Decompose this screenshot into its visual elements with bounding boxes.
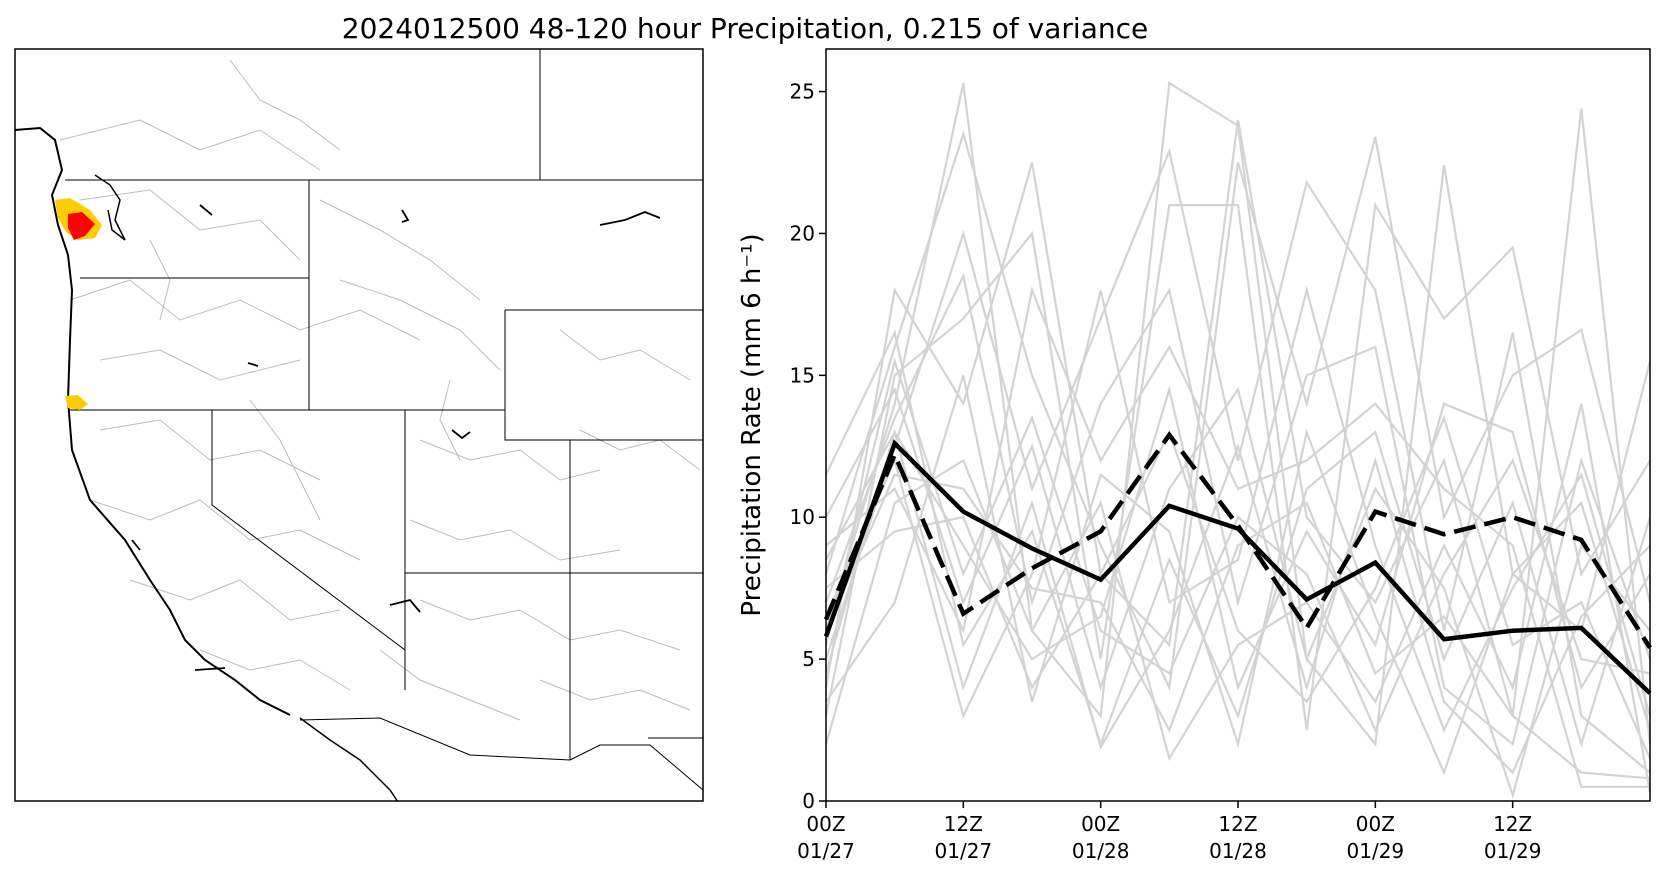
x-tick-label-4-date: 01/29 bbox=[1347, 839, 1405, 863]
ensemble-member-line-5 bbox=[824, 201, 1651, 731]
y-tick-label-0: 0 bbox=[802, 789, 815, 813]
map-panel bbox=[14, 48, 704, 802]
ensemble-member-lines bbox=[824, 81, 1652, 800]
x-tick-label-3-hour: 12Z bbox=[1218, 812, 1257, 836]
ensemble-member-line-16 bbox=[825, 429, 1651, 775]
y-axis: 0 5 10 15 20 25 bbox=[790, 80, 826, 813]
y-tick-label-5: 5 bbox=[802, 647, 815, 671]
ensemble-member-line-17 bbox=[824, 473, 1651, 780]
ensemble-member-line-13 bbox=[825, 414, 1652, 759]
x-tick-label-3-date: 01/28 bbox=[1209, 839, 1267, 863]
highlight-region-red bbox=[68, 212, 95, 240]
basin-boundaries bbox=[59, 59, 701, 721]
ensemble-member-line-7 bbox=[825, 286, 1650, 788]
ensemble-member-line-3 bbox=[824, 130, 1652, 692]
ensemble-member-line-15 bbox=[825, 374, 1652, 776]
ensemble-member-line-6 bbox=[824, 272, 1652, 747]
figure-title: 2024012500 48-120 hour Precipitation, 0.… bbox=[342, 12, 1148, 45]
plot-area bbox=[826, 49, 1650, 801]
x-tick-label-0-hour: 00Z bbox=[806, 812, 845, 836]
highlight-region-yellow-south bbox=[65, 395, 88, 410]
puget-sound bbox=[94, 174, 126, 241]
ensemble-member-line-12 bbox=[825, 329, 1652, 749]
x-tick-label-2-hour: 00Z bbox=[1081, 812, 1120, 836]
y-tick-label-20: 20 bbox=[790, 221, 815, 245]
ensemble-member-line-8 bbox=[824, 385, 1651, 691]
chart-panel: 0 5 10 15 20 25 00Z 01/27 12Z 01/27 00Z 01/28 12Z 01… bbox=[737, 48, 1652, 863]
x-tick-label-0-date: 01/27 bbox=[797, 839, 855, 863]
dashed-black-line bbox=[823, 431, 1652, 650]
lakes bbox=[131, 204, 661, 671]
x-tick-label-5-date: 01/29 bbox=[1484, 839, 1542, 863]
x-tick-label-2-date: 01/28 bbox=[1072, 839, 1130, 863]
ensemble-member-line-4 bbox=[824, 147, 1651, 774]
y-tick-label-10: 10 bbox=[790, 505, 815, 529]
x-axis: 00Z 01/27 12Z 01/27 00Z 01/28 12Z 01/28 00Z 01/29… bbox=[797, 801, 1541, 863]
ensemble-member-line-14 bbox=[824, 357, 1651, 733]
baja-coast bbox=[299, 717, 399, 801]
y-tick-label-25: 25 bbox=[790, 80, 815, 104]
highlight-lines bbox=[823, 431, 1652, 695]
ensemble-member-line-9 bbox=[824, 285, 1652, 733]
x-tick-label-4-hour: 00Z bbox=[1356, 812, 1395, 836]
coastline bbox=[15, 126, 291, 716]
map-frame bbox=[14, 48, 704, 802]
x-tick-label-1-date: 01/27 bbox=[935, 839, 993, 863]
state-borders bbox=[65, 49, 703, 791]
y-tick-label-15: 15 bbox=[790, 363, 815, 387]
ensemble-member-line-11 bbox=[824, 403, 1652, 793]
x-tick-label-1-hour: 12Z bbox=[944, 812, 983, 836]
y-axis-label: Precipitation Rate (mm 6 h⁻¹) bbox=[737, 233, 767, 616]
ensemble-member-line-10 bbox=[825, 386, 1651, 800]
x-tick-label-5-hour: 12Z bbox=[1493, 812, 1532, 836]
